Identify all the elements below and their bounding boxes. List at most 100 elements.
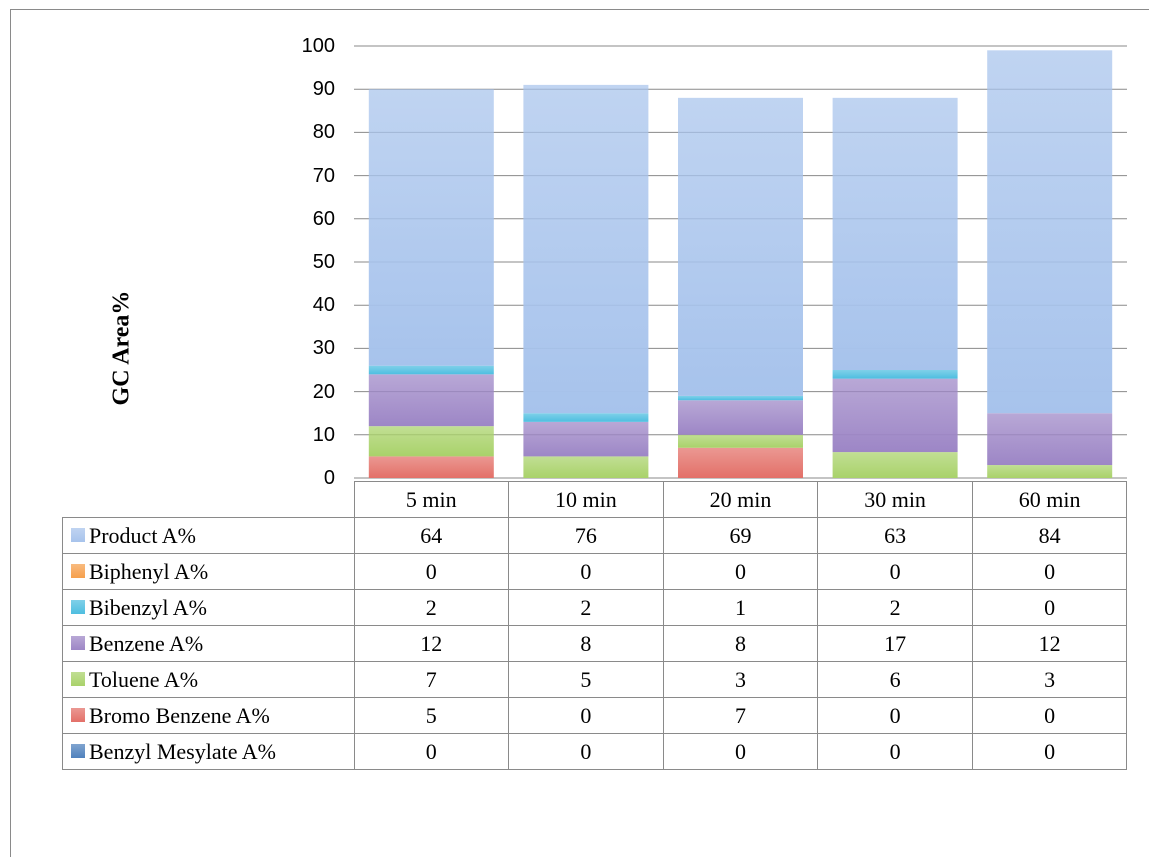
data-cell: 0: [662, 733, 819, 770]
bar-segment: [678, 97, 803, 396]
bar-segment: [523, 413, 649, 422]
chart-frame: [10, 9, 1149, 857]
bar-segment: [987, 413, 1113, 466]
series-legend-entry: Benzyl Mesylate A%: [62, 733, 355, 770]
bar-segment: [678, 434, 803, 448]
data-cell: 8: [508, 625, 664, 662]
series-legend-entry: Product A%: [62, 517, 355, 554]
legend-swatch: [71, 635, 85, 650]
y-tick-label: 100: [301, 35, 335, 57]
data-table: 5 min 10 min 20 min 30 min 60 min Product A% 6…: [62, 481, 1128, 770]
data-cell: 0: [817, 553, 973, 590]
data-cell: 84: [971, 517, 1128, 554]
data-cell: 5: [508, 661, 664, 698]
data-cell: 64: [353, 517, 510, 554]
series-legend-entry: Bromo Benzene A%: [62, 697, 355, 734]
bar-segment: [678, 447, 803, 478]
y-tick-label: 40: [312, 294, 335, 317]
data-cell: 2: [353, 589, 510, 626]
bar-segment: [987, 50, 1113, 414]
table-row: Toluene A% 7 5 3 6 3: [62, 661, 1128, 698]
data-cell: 69: [662, 517, 819, 554]
bar-segment: [832, 378, 958, 453]
data-cell: 0: [662, 553, 819, 590]
bar-segment: [368, 374, 494, 427]
series-legend-entry: Toluene A%: [62, 661, 355, 698]
data-cell: 3: [662, 661, 819, 698]
bar-segment: [987, 465, 1113, 478]
bar-segment: [368, 89, 494, 366]
data-cell: 0: [353, 553, 510, 590]
category-label: 20 min: [662, 481, 819, 518]
data-cell: 76: [508, 517, 664, 554]
table-row: Benzyl Mesylate A% 0 0 0 0 0: [62, 733, 1128, 770]
table-row: Benzene A% 12 8 8 17 12: [62, 625, 1128, 662]
data-cell: 8: [662, 625, 819, 662]
table-row: Bibenzyl A% 2 2 1 2 0: [62, 589, 1128, 626]
series-legend-entry: Bibenzyl A%: [62, 589, 355, 626]
data-cell: 0: [971, 553, 1128, 590]
legend-swatch: [71, 563, 85, 578]
data-cell: 1: [662, 589, 819, 626]
data-cell: 0: [817, 697, 973, 734]
table-corner: [62, 481, 355, 518]
data-cell: 0: [508, 697, 664, 734]
category-label: 10 min: [508, 481, 664, 518]
series-name: Biphenyl A%: [89, 558, 209, 584]
y-tick-label: 20: [312, 380, 335, 403]
data-cell: 3: [971, 661, 1128, 698]
bar-segment: [832, 97, 958, 370]
data-cell: 6: [817, 661, 973, 698]
legend-swatch: [71, 671, 85, 686]
data-cell: 0: [971, 733, 1128, 770]
data-cell: 2: [508, 589, 664, 626]
legend-swatch: [71, 743, 85, 758]
bar-segment: [523, 421, 649, 457]
table-row: Product A% 64 76 69 63 84: [62, 517, 1128, 554]
data-cell: 0: [353, 733, 510, 770]
series-name: Benzyl Mesylate A%: [89, 738, 276, 764]
bar-segment: [523, 84, 649, 414]
series-legend-entry: Biphenyl A%: [62, 553, 355, 590]
y-tick-label: 80: [312, 121, 335, 144]
bar-segment: [832, 452, 958, 478]
bar-segment: [678, 395, 803, 401]
data-cell: 63: [817, 517, 973, 554]
series-legend-entry: Benzene A%: [62, 625, 355, 662]
data-cell: 7: [353, 661, 510, 698]
series-name: Bromo Benzene A%: [89, 702, 270, 728]
series-name: Benzene A%: [89, 630, 204, 656]
data-cell: 12: [353, 625, 510, 662]
category-label: 30 min: [817, 481, 973, 518]
bar-segment: [368, 426, 494, 457]
category-label: 5 min: [353, 481, 510, 518]
series-name: Bibenzyl A%: [89, 594, 207, 620]
y-tick-label: 70: [312, 164, 335, 187]
legend-swatch: [71, 527, 85, 542]
table-row: Biphenyl A% 0 0 0 0 0: [62, 553, 1128, 590]
y-tick-label: 0: [323, 467, 335, 489]
data-cell: 17: [817, 625, 973, 662]
stacked-bar-chart: [354, 45, 1127, 479]
series-name: Product A%: [89, 522, 196, 548]
bar-segment: [368, 456, 494, 478]
legend-swatch: [71, 707, 85, 722]
y-tick-label: 90: [312, 78, 335, 101]
bar-segment: [368, 365, 494, 375]
data-cell: 5: [353, 697, 510, 734]
bar-segment: [832, 370, 958, 379]
y-tick-label: 10: [312, 423, 335, 446]
data-cell: 0: [817, 733, 973, 770]
y-tick-label: 60: [312, 207, 335, 230]
data-cell: 0: [971, 589, 1128, 626]
y-tick-label: 50: [312, 251, 335, 273]
y-tick-label: 30: [312, 337, 335, 360]
data-cell: 12: [971, 625, 1128, 662]
series-name: Toluene A%: [89, 666, 199, 692]
data-cell: 0: [508, 733, 664, 770]
bar-segment: [678, 400, 803, 435]
data-cell: 7: [662, 697, 819, 734]
data-cell: 2: [817, 589, 973, 626]
data-cell: 0: [971, 697, 1128, 734]
table-row: Bromo Benzene A% 5 0 7 0 0: [62, 697, 1128, 734]
